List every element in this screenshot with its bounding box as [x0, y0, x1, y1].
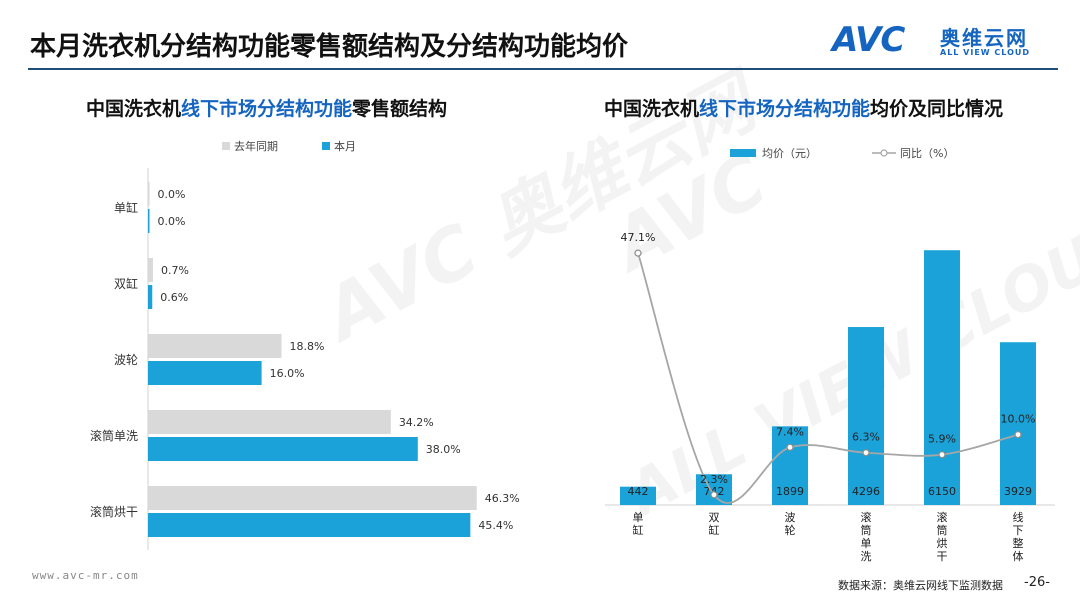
category-label: 滚筒单洗 [90, 428, 138, 443]
category-label-char: 单 [861, 537, 872, 550]
bar-last-year [148, 258, 153, 282]
data-label: 0.0% [158, 215, 186, 228]
category-label-char: 干 [937, 550, 948, 563]
category-label-char: 滚 [861, 510, 872, 524]
data-label: 46.3% [485, 492, 520, 505]
legend-swatch-1 [322, 142, 330, 150]
yoy-label: 6.3% [852, 431, 880, 444]
data-label: 45.4% [478, 519, 513, 532]
category-label-char: 轮 [785, 523, 796, 537]
bar-avg-price [924, 250, 960, 505]
bar-avg-price [620, 486, 656, 505]
bar-this-month [148, 209, 150, 233]
bar-avg-price [696, 474, 732, 505]
bar-this-month [148, 361, 262, 385]
logo-wordmark: AVC [832, 20, 905, 60]
yoy-point [938, 451, 946, 459]
category-label-char: 体 [1013, 549, 1024, 563]
legend-line-label: 同比（%） [900, 147, 954, 160]
category-label-char: 单 [633, 511, 644, 524]
yoy-label: 5.9% [928, 433, 956, 446]
bar-value-label: 1899 [776, 485, 804, 498]
bar-value-label: 3929 [1004, 485, 1032, 498]
yoy-label: 47.1% [621, 231, 656, 244]
yoy-point [710, 491, 718, 499]
category-label-char: 整 [1013, 536, 1024, 550]
category-label: 单缸 [114, 200, 138, 215]
category-label-char: 缸 [633, 523, 644, 537]
yoy-point [786, 443, 794, 451]
page-number: -26- [1024, 575, 1050, 590]
category-label-char: 线 [1013, 510, 1024, 524]
footer-source: 数据来源：奥维云网线下监测数据 [838, 579, 1003, 592]
logo-cn-text: 奥维云网 [940, 26, 1028, 50]
category-label-char: 下 [1013, 524, 1024, 537]
bar-avg-price [1000, 342, 1036, 505]
legend-line-marker [880, 149, 888, 157]
category-label-char: 筒 [937, 523, 948, 537]
yoy-line [637, 252, 1019, 504]
avc-logo: AVC 奥维云网 ALL VIEW CLOUD [832, 18, 1052, 64]
data-label: 38.0% [426, 443, 461, 456]
footer-url: www.avc-mr.com [32, 569, 139, 582]
bar-avg-price [772, 426, 808, 505]
logo-en-text: ALL VIEW CLOUD [940, 48, 1031, 57]
data-label: 0.7% [161, 264, 189, 277]
category-label: 波轮 [114, 353, 138, 367]
legend-label-0: 去年同期 [234, 139, 278, 153]
category-label: 滚筒烘干 [90, 504, 138, 519]
category-label-char: 缸 [709, 523, 720, 537]
data-label: 0.6% [160, 291, 188, 304]
bar-this-month [148, 437, 418, 461]
category-label-char: 波 [785, 511, 796, 524]
category-label-char: 滚 [937, 510, 948, 524]
bar-value-label: 442 [628, 485, 649, 498]
yoy-label: 7.4% [776, 425, 804, 438]
yoy-point [1014, 431, 1022, 439]
category-label-char: 烘 [937, 536, 948, 550]
category-label: 双缸 [114, 276, 138, 291]
bar-last-year [148, 410, 391, 434]
bar-value-label: 4296 [852, 485, 880, 498]
bar-this-month [148, 513, 471, 537]
bar-this-month [148, 285, 153, 309]
right-chart-title: 中国洗衣机线下市场分结构功能均价及同比情况 [604, 98, 1004, 120]
bar-avg-price [848, 327, 884, 505]
bar-value-label: 6150 [928, 485, 956, 498]
data-label: 34.2% [399, 416, 434, 429]
yoy-label: 10.0% [1001, 413, 1036, 426]
data-label: 18.8% [289, 340, 324, 353]
bar-last-year [148, 182, 150, 206]
yoy-label: 2.3% [700, 473, 728, 486]
yoy-point [634, 249, 642, 257]
left-chart-title: 中国洗衣机线下市场分结构功能零售额结构 [86, 98, 448, 120]
category-label-char: 洗 [861, 550, 872, 563]
legend-bar-label: 均价（元） [762, 147, 817, 160]
bar-last-year [148, 486, 477, 510]
right-combo-chart: 均价（元）同比（%）442单缸742双缸1899波轮4296滚筒单洗6150滚筒… [605, 147, 1055, 563]
data-label: 16.0% [270, 367, 305, 380]
legend-swatch-0 [222, 142, 230, 150]
category-label-char: 双 [709, 511, 720, 524]
data-label: 0.0% [158, 188, 186, 201]
legend-bar-swatch [730, 149, 756, 157]
page-title: 本月洗衣机分结构功能零售额结构及分结构功能均价 [30, 32, 629, 62]
legend-label-1: 本月 [334, 139, 356, 153]
title-divider [28, 68, 1058, 70]
category-label-char: 筒 [861, 523, 872, 537]
bar-last-year [148, 334, 282, 358]
yoy-point [862, 449, 870, 457]
